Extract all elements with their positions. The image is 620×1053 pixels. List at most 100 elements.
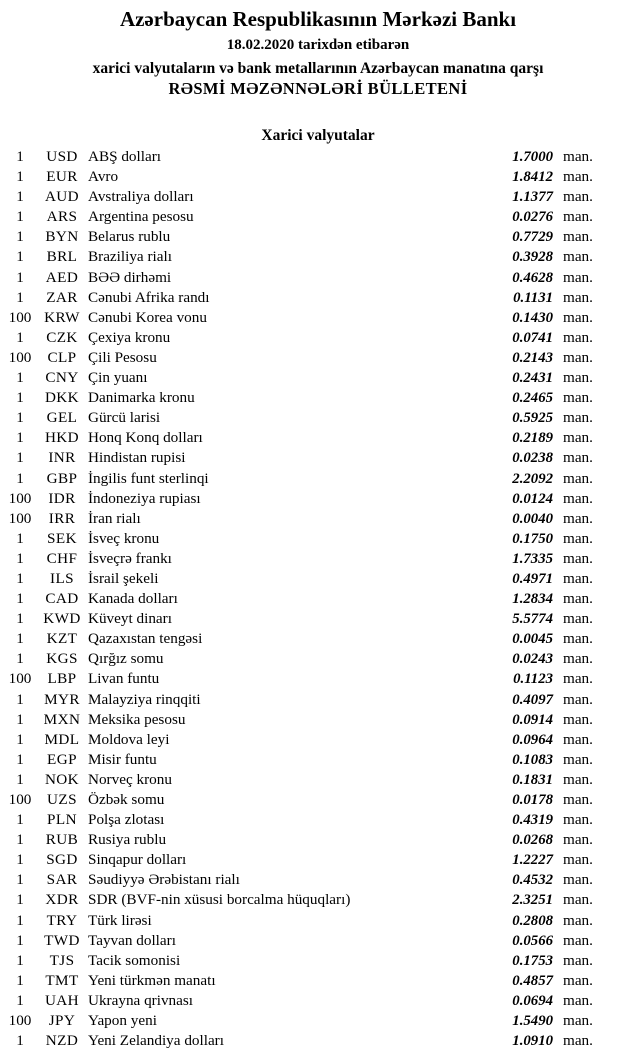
bulletin-header: Azərbaycan Respublikasının Mərkəzi Bankı… <box>0 0 620 98</box>
rate-row: 1 ILS İsrail şekeli 0.4971 man. <box>0 569 620 589</box>
rate-row: 1 DKK Danimarka kronu 0.2465 man. <box>0 388 620 408</box>
rate-value: 0.1753 <box>512 952 553 969</box>
currency-name: Malayziya rinqqiti <box>88 690 201 708</box>
rate-row: 1 MYR Malayziya rinqqiti 0.4097 man. <box>0 690 620 710</box>
currency-code: TJS <box>49 951 75 969</box>
currency-name: BƏƏ dirhəmi <box>88 268 172 286</box>
currency-code: PLN <box>47 811 77 829</box>
rate-value: 0.0238 <box>512 450 553 467</box>
currency-code: ILS <box>50 569 74 587</box>
rate-value: 0.4319 <box>512 812 553 829</box>
unit-label: man. <box>563 469 593 487</box>
currency-code: USD <box>46 148 78 165</box>
rate-value: 0.2143 <box>512 349 553 366</box>
currency-name: İran rialı <box>88 509 141 527</box>
bulletin-subtitle: xarici valyutaların və bank metallarının… <box>92 60 544 77</box>
unit-label: man. <box>563 971 593 989</box>
unit-label: man. <box>563 449 593 467</box>
currency-name: Gürcü larisi <box>88 409 161 427</box>
unit-label: man. <box>563 650 593 668</box>
unit-label: man. <box>563 770 593 788</box>
rate-value: 0.0741 <box>512 329 553 346</box>
rate-quantity: 100 <box>8 489 32 507</box>
rate-quantity: 1 <box>16 630 24 648</box>
currency-name: Meksika pesosu <box>88 710 186 728</box>
rate-row: 1 ARS Argentina pesosu 0.0276 man. <box>0 207 620 227</box>
rate-quantity: 1 <box>16 549 24 567</box>
unit-label: man. <box>563 569 593 587</box>
rate-value: 0.0276 <box>512 209 553 226</box>
currency-code: KWD <box>43 610 81 628</box>
rate-quantity: 1 <box>16 851 24 869</box>
currency-name: Yeni Zelandiya dolları <box>88 1032 224 1050</box>
unit-label: man. <box>563 529 593 547</box>
currency-code: XDR <box>45 891 79 909</box>
currency-code: ARS <box>46 208 78 226</box>
rate-quantity: 1 <box>16 529 24 547</box>
rate-row: 1 INR Hindistan rupisi 0.0238 man. <box>0 448 620 468</box>
currency-code: KGS <box>46 650 78 668</box>
currency-code: RUB <box>45 831 79 849</box>
rate-value: 0.0243 <box>512 651 553 668</box>
unit-label: man. <box>563 208 593 226</box>
currency-name: Cənubi Korea vonu <box>88 308 207 326</box>
currency-code: DKK <box>44 389 80 407</box>
rates-table: 1 USD ABŞ dolları 1.7000 man. 1 EUR Avro… <box>0 147 620 1051</box>
rate-value: 0.0040 <box>512 510 553 527</box>
rate-row: 1 USD ABŞ dolları 1.7000 man. <box>0 147 620 167</box>
currency-name: Küveyt dinarı <box>88 610 172 628</box>
rate-row: 1 BRL Braziliya rialı 0.3928 man. <box>0 247 620 267</box>
unit-label: man. <box>563 228 593 246</box>
currency-name: Cənubi Afrika randı <box>88 288 210 306</box>
rate-value: 0.4097 <box>512 691 553 708</box>
currency-code: MDL <box>44 730 80 748</box>
unit-label: man. <box>563 188 593 206</box>
currency-code: CAD <box>45 590 79 608</box>
rate-quantity: 1 <box>16 590 24 608</box>
currency-name: Misir funtu <box>88 750 157 768</box>
rate-quantity: 1 <box>16 328 24 346</box>
rate-quantity: 1 <box>16 971 24 989</box>
currency-code: IRR <box>48 509 76 527</box>
currency-name: Çili Pesosu <box>88 348 157 366</box>
unit-label: man. <box>563 931 593 949</box>
currency-name: Səudiyyə Ərəbistanı rialı <box>88 871 240 889</box>
currency-code: MYR <box>44 690 80 708</box>
currency-code: KZT <box>46 630 78 648</box>
currency-code: TRY <box>46 911 78 929</box>
currency-name: Hindistan rupisi <box>88 449 186 467</box>
unit-label: man. <box>563 590 593 608</box>
rate-row: 1 NZD Yeni Zelandiya dolları 1.0910 man. <box>0 1031 620 1051</box>
currency-code: TWD <box>44 931 80 949</box>
unit-label: man. <box>563 1012 593 1030</box>
currency-code: SEK <box>47 529 77 547</box>
unit-label: man. <box>563 750 593 768</box>
rate-row: 1 ZAR Cənubi Afrika randı 0.1131 man. <box>0 288 620 308</box>
rate-row: 1 KZT Qazaxıstan tengəsi 0.0045 man. <box>0 629 620 649</box>
rate-row: 100 IDR İndoneziya rupiası 0.0124 man. <box>0 489 620 509</box>
currency-code: CHF <box>46 549 78 567</box>
rate-quantity: 1 <box>16 409 24 427</box>
unit-label: man. <box>563 791 593 808</box>
unit-label: man. <box>563 811 593 829</box>
currency-code: NZD <box>45 1032 79 1050</box>
rate-row: 1 TRY Türk lirəsi 0.2808 man. <box>0 911 620 931</box>
rate-row: 1 AUD Avstraliya dolları 1.1377 man. <box>0 187 620 207</box>
rate-quantity: 1 <box>16 891 24 909</box>
unit-label: man. <box>563 991 593 1009</box>
unit-label: man. <box>563 710 593 728</box>
currency-name: İsveçrə frankı <box>88 549 172 567</box>
rate-row: 1 SEK İsveç kronu 0.1750 man. <box>0 529 620 549</box>
rate-row: 1 RUB Rusiya rublu 0.0268 man. <box>0 830 620 850</box>
rate-row: 100 CLP Çili Pesosu 0.2143 man. <box>0 348 620 368</box>
rate-quantity: 100 <box>8 1012 32 1030</box>
currency-name: Kanada dolları <box>88 590 178 608</box>
rate-quantity: 100 <box>8 791 32 808</box>
currency-name: Türk lirəsi <box>88 911 152 929</box>
rate-value: 1.5490 <box>512 1013 553 1030</box>
currency-name: Belarus rublu <box>88 228 171 246</box>
rate-row: 1 CZK Çexiya kronu 0.0741 man. <box>0 328 620 348</box>
currency-name: Yeni türkmən manatı <box>88 971 216 989</box>
rate-value: 1.7000 <box>512 149 553 165</box>
currency-name: Çin yuanı <box>88 369 148 387</box>
